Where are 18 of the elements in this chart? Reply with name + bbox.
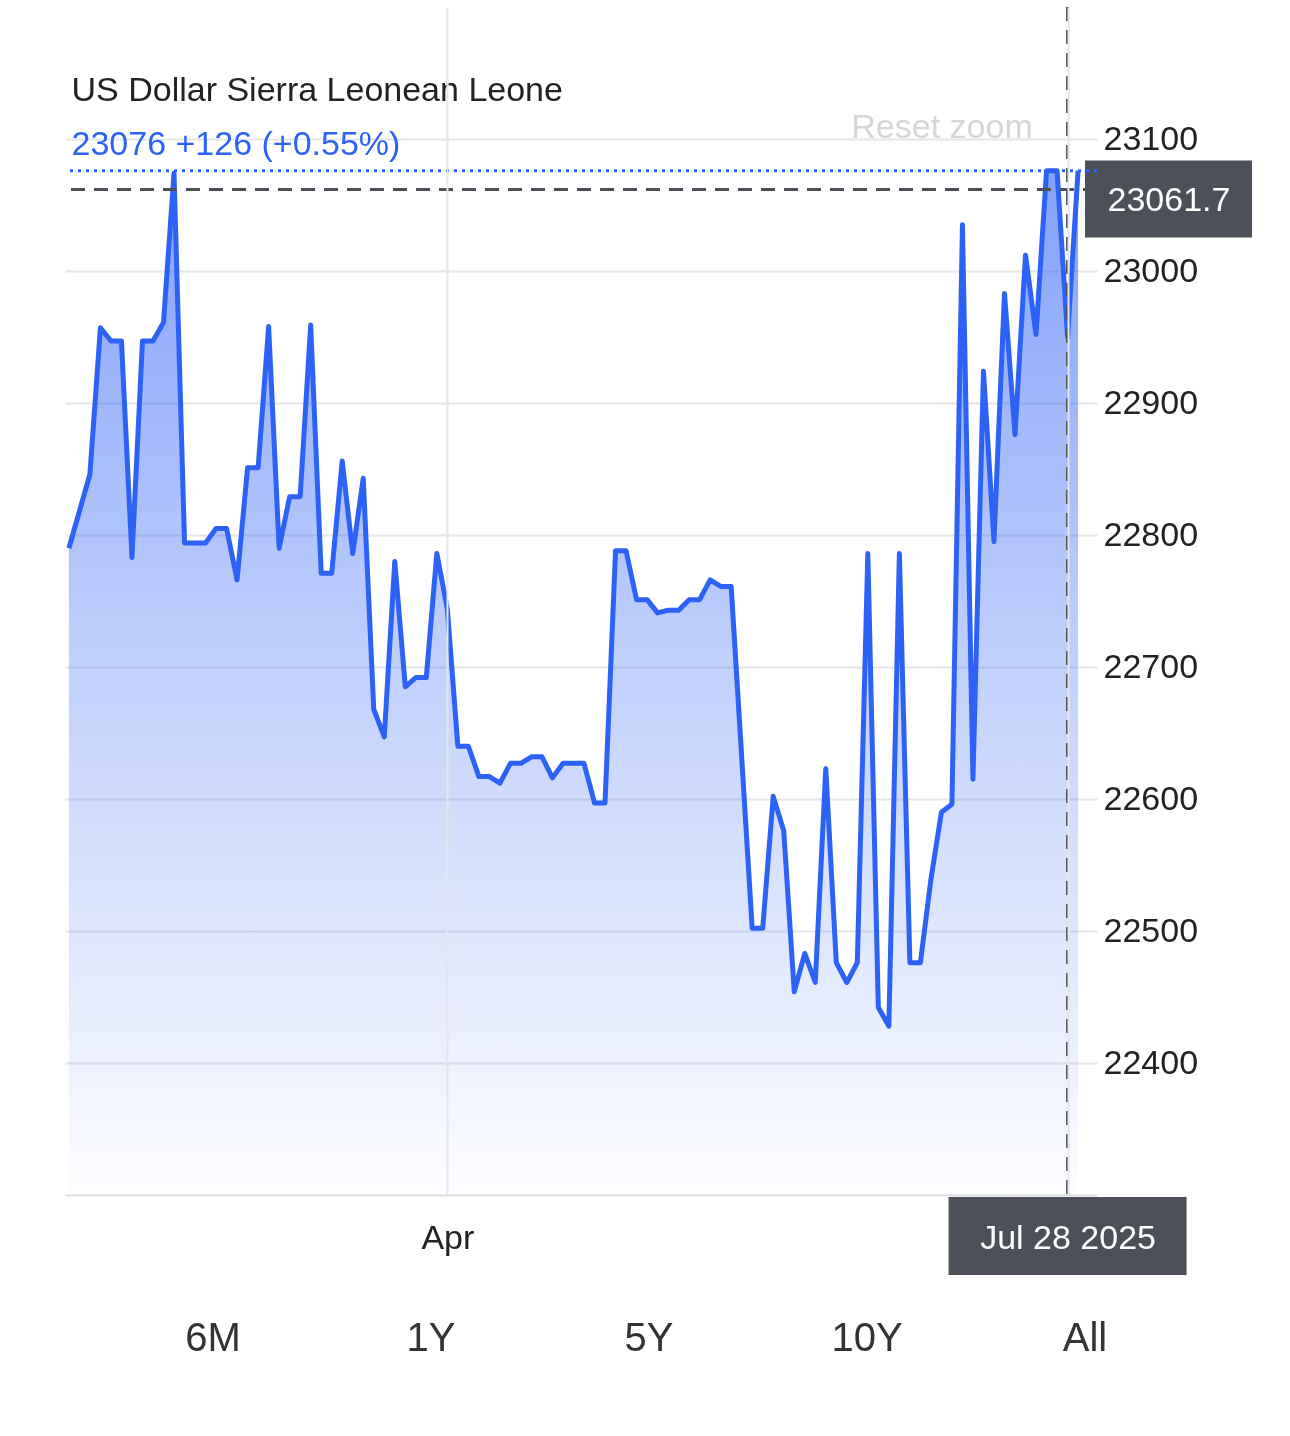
text: All [1062,1315,1108,1359]
text: 23076 +126 (+0.55%) [71,123,401,162]
y-tick-label: 22900 [1103,382,1199,421]
y-tick-label: 22500 [1103,910,1199,949]
y-tick-label: 22800 [1103,514,1199,553]
y-tick-label: 22700 [1103,646,1199,685]
ref-line-label: 23061.7 [1107,179,1231,218]
x-tick-label: Jul 28 2025 [980,1217,1156,1256]
x-tick-label: Apr [421,1217,475,1256]
y-tick-label: 22400 [1103,1042,1199,1081]
y-tick-label: 22600 [1103,778,1199,817]
text: 6M [185,1315,241,1359]
text: US Dollar Sierra Leonean Leone [71,69,563,108]
text: 10Y [831,1315,903,1359]
y-tick-label: 23000 [1103,250,1199,289]
text: 5Y [624,1315,674,1359]
y-tick-label: 23100 [1103,118,1199,157]
text: 1Y [406,1315,456,1359]
